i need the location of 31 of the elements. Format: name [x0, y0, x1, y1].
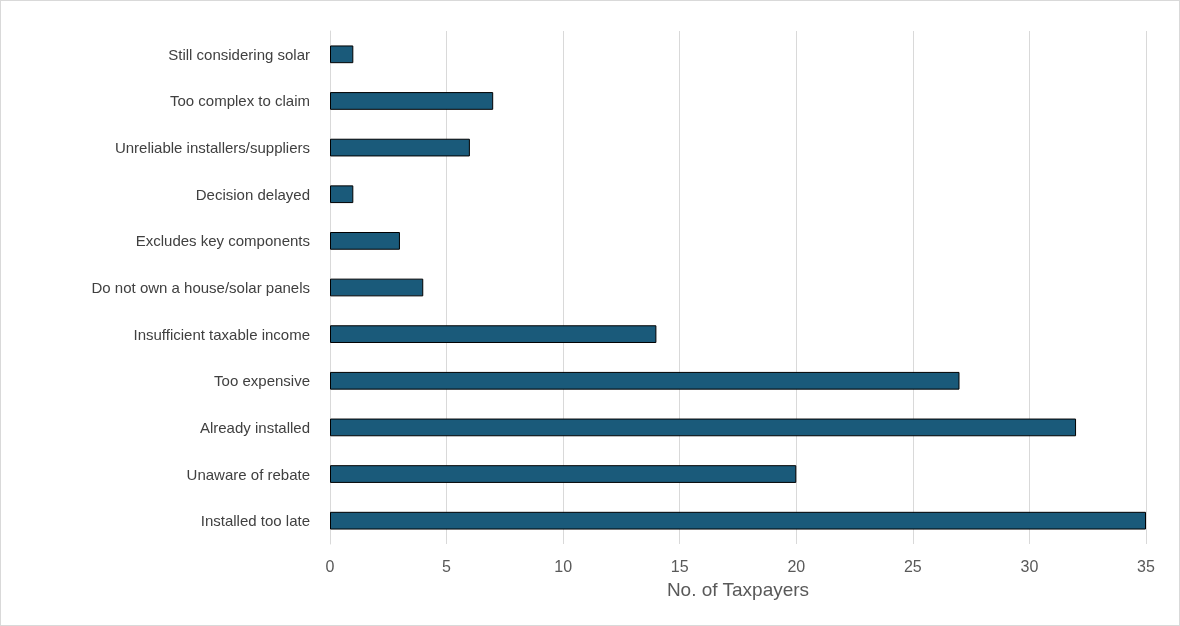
x-tick-label: 25 — [903, 557, 922, 575]
y-tick-label: Installed too late — [200, 512, 310, 530]
bar — [330, 325, 657, 343]
y-tick-label: Do not own a house/solar panels — [91, 279, 310, 296]
x-tick-label: 15 — [670, 557, 689, 575]
bar — [330, 511, 1146, 530]
x-tick-label: 20 — [787, 557, 806, 575]
bar — [330, 465, 797, 483]
y-tick-label: Still considering solar — [168, 45, 310, 63]
bar — [330, 138, 470, 157]
y-tick-label: Already installed — [199, 418, 310, 436]
bar — [330, 185, 354, 204]
x-axis-title: No. of Taxpayers — [666, 579, 810, 600]
x-tick-label: 30 — [1020, 557, 1039, 575]
y-tick-label: Insufficient taxable income — [133, 325, 310, 343]
bar — [330, 92, 494, 110]
bar — [330, 418, 1077, 437]
bar — [330, 232, 400, 250]
y-tick-label: Unreliable installers/suppliers — [114, 139, 310, 157]
y-tick-label: Excludes key components — [135, 232, 310, 250]
y-tick-label: Too expensive — [214, 372, 310, 390]
x-tick-label: 35 — [1137, 557, 1155, 575]
bar — [330, 45, 354, 64]
x-tick-label: 10 — [554, 557, 573, 575]
y-tick-label: Too complex to claim — [169, 92, 310, 110]
x-tick-label: 5 — [442, 557, 452, 575]
y-tick-label: Unaware of rebate — [186, 465, 310, 483]
bar — [330, 278, 424, 297]
x-tick-label: 0 — [325, 557, 335, 575]
y-tick-label: Decision delayed — [195, 185, 310, 203]
bar — [330, 371, 960, 390]
